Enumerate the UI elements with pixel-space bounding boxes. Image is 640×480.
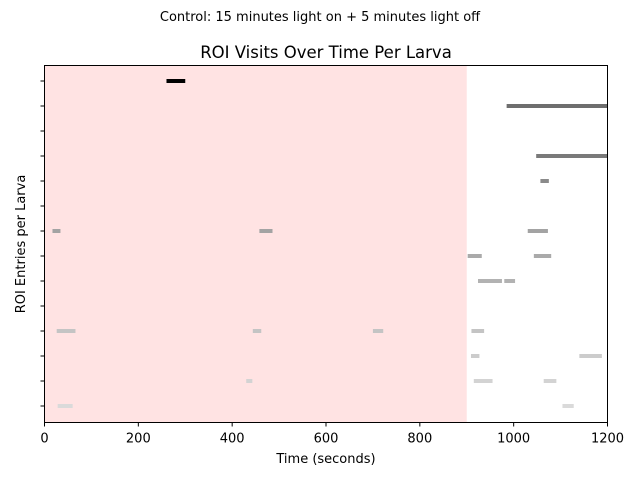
chart-title: ROI Visits Over Time Per Larva — [200, 43, 452, 62]
x-tick-label: 400 — [220, 432, 245, 447]
light-on-region — [44, 65, 467, 423]
x-tick-label: 200 — [126, 432, 151, 447]
chart-suptitle: Control: 15 minutes light on + 5 minutes… — [160, 10, 481, 25]
x-tick-label: 1000 — [497, 432, 530, 447]
x-tick-label: 600 — [314, 432, 339, 447]
plot-area: 0 200 400 600 800 1000 1200 — [40, 65, 624, 447]
x-axis-label: Time (seconds) — [275, 452, 375, 467]
x-tick-label: 800 — [407, 432, 432, 447]
x-tick-label: 1200 — [591, 432, 624, 447]
y-axis-label: ROI Entries per Larva — [14, 175, 29, 314]
x-tick-label: 0 — [40, 432, 48, 447]
